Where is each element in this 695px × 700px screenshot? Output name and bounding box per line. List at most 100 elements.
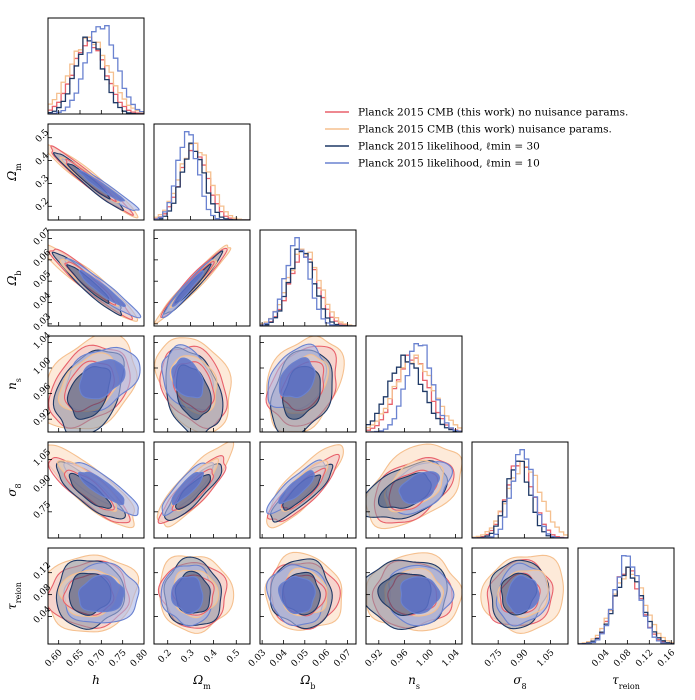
x-tick-label: 0.80 (129, 648, 150, 669)
y-axis-label-omega_b: Ωb (5, 270, 23, 286)
contour-68-3 (400, 576, 441, 615)
x-tick-label: 0.07 (332, 648, 353, 669)
x-tick-label: 0.65 (65, 648, 86, 669)
x-tick-label: 0.16 (656, 648, 677, 669)
contour-68-3 (77, 471, 125, 506)
x-tick-label: 0.12 (634, 648, 655, 669)
panel-frame (259, 547, 357, 645)
panel-frame (47, 547, 145, 645)
contour-68-3 (170, 576, 204, 615)
x-tick-label: 0.75 (483, 648, 504, 669)
histogram-series-3 (48, 25, 144, 114)
histogram-frame (471, 441, 569, 539)
y-tick-label: 0.04 (32, 290, 53, 311)
y-tick-label: 0.3 (34, 173, 51, 190)
histogram-omega_m (154, 131, 250, 220)
panel-omega_m-vs-h (48, 144, 140, 219)
x-tick-label: 0.04 (590, 648, 611, 669)
contour-68-3 (171, 270, 205, 307)
y-tick-label: 0.5 (34, 128, 51, 145)
contour-68-3 (277, 575, 316, 615)
panel-sigma_8-vs-omega_m (156, 442, 235, 528)
contour-68-3 (506, 574, 540, 615)
x-tick-label: 0.04 (268, 648, 289, 669)
histogram-series-3 (472, 449, 568, 538)
histogram-series-1 (578, 566, 674, 644)
contour-68-3 (278, 470, 315, 505)
legend-label-2: Planck 2015 likelihood, ℓmin = 30 (358, 141, 540, 153)
histogram-series-3 (366, 343, 462, 432)
x-axis-label-n_s: ns (408, 673, 420, 691)
panel-frame (47, 335, 145, 433)
panel-frame (259, 335, 357, 433)
x-tick-label: 0.70 (86, 648, 107, 669)
panel-frame (47, 123, 145, 221)
x-axis-label-h: h (92, 673, 100, 687)
x-axis-label-omega_b: Ωb (299, 673, 315, 691)
panel-omega_b-vs-omega_m (154, 244, 232, 325)
histogram-series-3 (578, 555, 674, 644)
histogram-sigma_8 (472, 449, 568, 538)
x-tick-label: 0.5 (225, 648, 242, 665)
x-axis-label-omega_m: Ωm (192, 673, 211, 691)
histogram-series-2 (578, 566, 674, 644)
contour-68-3 (171, 357, 204, 399)
histogram-frame (365, 335, 463, 433)
y-tick-label: 0.03 (32, 312, 53, 333)
x-tick-label: 0.08 (612, 648, 633, 669)
panel-frame (47, 229, 145, 327)
legend-label-0: Planck 2015 CMB (this work) no nuisance … (358, 107, 628, 119)
legend-label-3: Planck 2015 likelihood, ℓmin = 10 (358, 158, 540, 170)
histogram-frame (577, 547, 675, 645)
panel-frame (471, 547, 569, 645)
contour-68-3 (78, 269, 126, 307)
contour-68-3 (398, 471, 441, 505)
contour-68-3 (76, 169, 125, 202)
histogram-series-1 (154, 142, 250, 220)
y-tick-label: 0.90 (32, 473, 53, 494)
y-axis-label-omega_m: Ωm (5, 163, 23, 182)
x-tick-label: 0.2 (157, 648, 174, 665)
panel-tau_reion-vs-n_s (366, 552, 462, 632)
legend-label-1: Planck 2015 CMB (this work) nuisance par… (358, 124, 612, 136)
x-tick-label: 0.75 (107, 648, 128, 669)
histogram-frame (259, 229, 357, 327)
x-tick-label: 0.03 (247, 648, 268, 669)
x-tick-label: 0.96 (389, 648, 410, 669)
panel-frame (153, 547, 251, 645)
histogram-omega_b (260, 237, 356, 326)
panel-n_s-vs-omega_m (154, 337, 232, 432)
y-tick-label: 0.05 (32, 269, 53, 290)
contour-68-3 (278, 357, 316, 399)
histogram-tau_reion (578, 555, 674, 644)
histogram-series-1 (472, 460, 568, 538)
panel-frame (153, 229, 251, 327)
histogram-series-2 (366, 354, 462, 432)
panel-frame (259, 441, 357, 539)
x-tick-label: 0.4 (202, 648, 219, 665)
histogram-series-1 (366, 354, 462, 432)
x-tick-label: 0.60 (43, 648, 64, 669)
panel-frame (153, 335, 251, 433)
histogram-series-2 (48, 36, 144, 114)
x-tick-label: 0.3 (179, 648, 196, 665)
panel-sigma_8-vs-omega_b (266, 444, 344, 529)
y-tick-label: 0.2 (34, 196, 51, 213)
panel-frame (47, 441, 145, 539)
histogram-series-2 (472, 460, 568, 538)
histogram-n_s (366, 343, 462, 432)
panel-tau_reion-vs-h (48, 554, 140, 633)
panel-sigma_8-vs-h (48, 444, 139, 529)
panel-frame (153, 441, 251, 539)
panel-tau_reion-vs-omega_m (157, 555, 235, 634)
y-axis-label-sigma_8: σ8 (5, 483, 23, 496)
histogram-frame (153, 123, 251, 221)
x-tick-label: 0.05 (290, 648, 311, 669)
contour-68-3 (77, 574, 125, 613)
x-axis-label-sigma_8: σ8 (513, 673, 526, 691)
panel-frame (365, 441, 463, 539)
histogram-frame (47, 17, 145, 115)
panel-sigma_8-vs-n_s (366, 443, 462, 530)
